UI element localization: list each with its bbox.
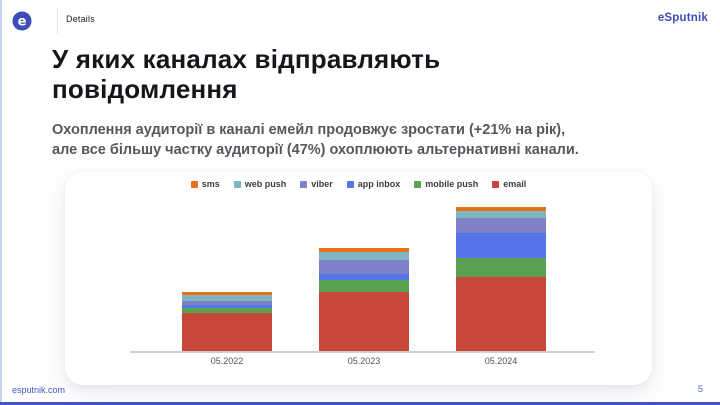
x-axis-tick-label: 05.2023 [347, 356, 381, 366]
x-axis-line [130, 351, 595, 353]
bar-segment-viber [319, 260, 409, 274]
stacked-bar-05.2024 [456, 207, 546, 351]
page-title-line1: У яких каналах відправляють [52, 44, 441, 74]
svg-text:e: e [18, 15, 27, 30]
legend-item-sms: sms [190, 179, 220, 189]
bar-segment-viber [456, 218, 546, 233]
bar-segment-sms [456, 207, 546, 211]
legend-label: email [503, 179, 527, 189]
bar-segment-mobile-push [182, 308, 272, 313]
legend-label: sms [201, 179, 220, 189]
legend-item-app-inbox: app inbox [346, 179, 401, 189]
left-accent-bar [0, 0, 2, 405]
x-axis-tick-label: 05.2024 [484, 356, 518, 366]
bottom-accent-bar [0, 402, 720, 405]
legend-swatch-icon [233, 180, 241, 188]
page-title-line2: повідомлення [52, 74, 238, 104]
page-number: 5 [697, 384, 703, 395]
chart-legend: sms web push viber app inbox mobile push emai… [65, 179, 652, 189]
bar-segment-app-inbox [456, 233, 546, 258]
chart-card: sms web push viber app inbox mobile push emai… [65, 172, 652, 385]
bar-segment-mobile-push [319, 280, 409, 292]
legend-label: app inbox [357, 179, 401, 189]
legend-item-viber: viber [300, 179, 333, 189]
stacked-bar-05.2022 [182, 292, 272, 351]
bar-segment-email [182, 312, 272, 351]
header-divider [57, 7, 58, 34]
subtitle-line1: Охоплення аудиторії в каналі емейл продо… [52, 122, 566, 138]
bar-segment-sms [319, 248, 409, 252]
bar-segment-app-inbox [319, 274, 409, 280]
bar-segment-mobile-push [456, 258, 546, 277]
legend-item-mobile-push: mobile push [414, 179, 478, 189]
esputnik-logo-icon: e [12, 11, 32, 31]
subtitle: Охоплення аудиторії в каналі емейл продо… [52, 121, 682, 160]
bar-segment-email [319, 292, 409, 351]
bar-segment-web-push [319, 252, 409, 260]
legend-swatch-icon [300, 180, 308, 188]
legend-label: viber [311, 179, 333, 189]
brand-wordmark: eSputnik [657, 12, 708, 24]
bar-segment-web-push [456, 211, 546, 218]
footer-site-link[interactable]: esputnik.com [12, 385, 66, 395]
bar-segment-viber [182, 300, 272, 305]
bar-segment-email [456, 276, 546, 351]
chart-plot: 05.2022 05.2023 05.2024 [65, 172, 652, 385]
legend-item-email: email [492, 179, 526, 189]
bar-segment-web-push [182, 294, 272, 301]
legend-item-web-push: web push [233, 179, 287, 189]
stacked-bar-05.2023 [319, 248, 409, 351]
legend-swatch-icon [346, 180, 354, 188]
legend-swatch-icon [414, 180, 422, 188]
details-label: Details [66, 14, 95, 24]
x-axis-tick-label: 05.2022 [210, 356, 244, 366]
page-title: У яких каналах відправляють повідомлення [52, 44, 612, 104]
legend-swatch-icon [190, 180, 198, 188]
legend-swatch-icon [492, 180, 500, 188]
bar-segment-sms [182, 292, 272, 295]
subtitle-line2: але все більшу частку аудиторії (47%) ох… [52, 141, 579, 158]
legend-label: mobile push [425, 179, 479, 189]
bar-segment-app-inbox [182, 304, 272, 308]
legend-label: web push [244, 179, 287, 189]
